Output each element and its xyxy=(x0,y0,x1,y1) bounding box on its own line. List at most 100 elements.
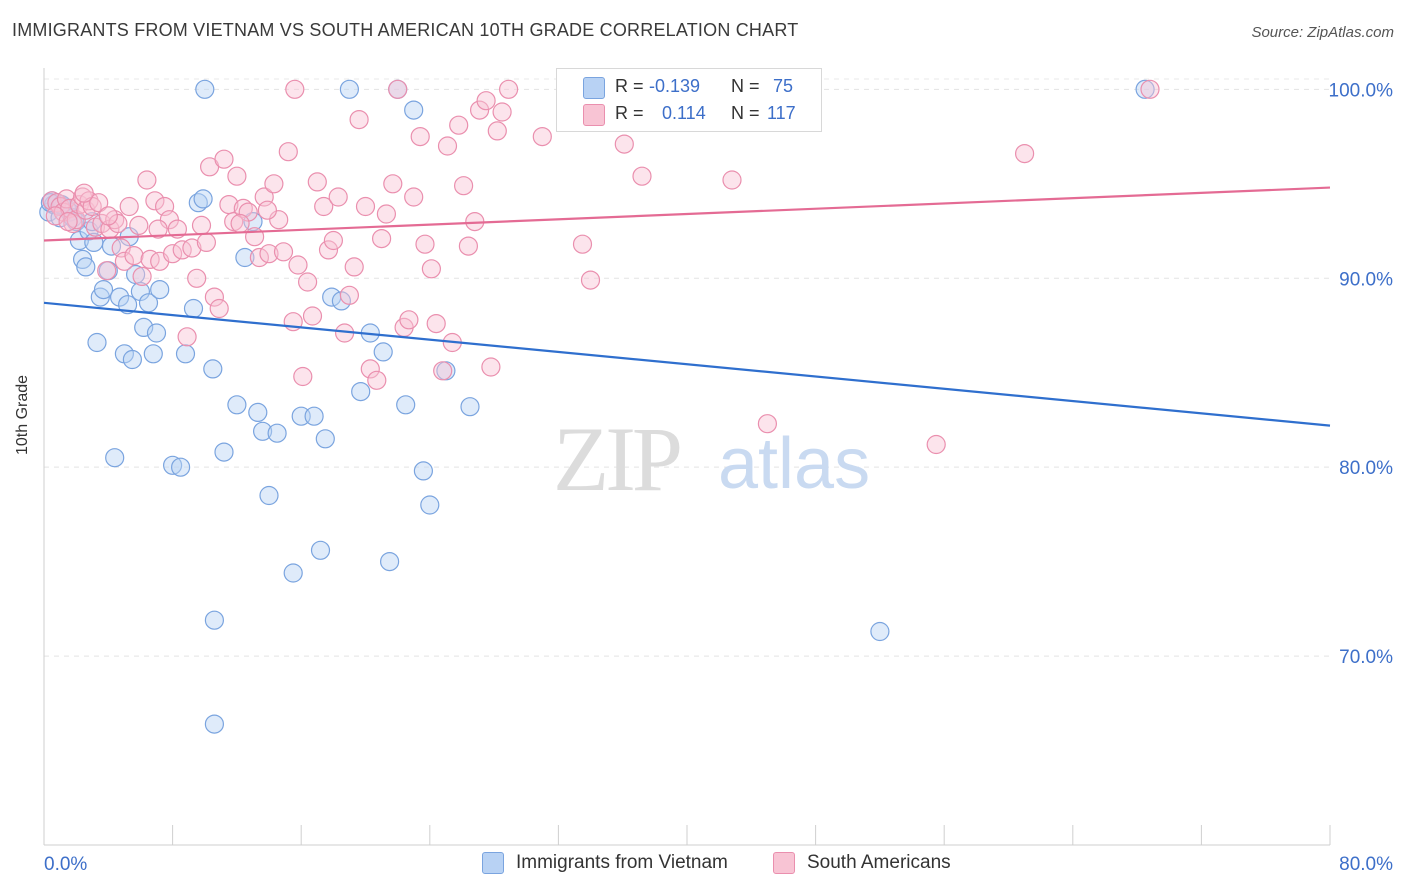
legend-swatch-vietnam xyxy=(583,77,605,99)
data-point-south-american xyxy=(227,166,247,186)
data-point-south-american xyxy=(114,251,135,271)
y-tick-label: 80.0% xyxy=(1339,458,1393,479)
data-point-south-american xyxy=(145,191,165,211)
data-point-vietnam xyxy=(227,395,247,415)
data-point-vietnam xyxy=(413,461,433,481)
data-point-south-american xyxy=(449,115,469,135)
data-point-south-american xyxy=(214,149,234,169)
data-point-vietnam xyxy=(93,280,114,300)
data-point-vietnam xyxy=(183,298,204,319)
data-point-south-american xyxy=(572,234,593,254)
data-point-vietnam xyxy=(380,551,400,572)
x-tick-label-max: 80.0% xyxy=(1339,854,1393,875)
data-point-south-american xyxy=(339,285,359,305)
data-point-south-american xyxy=(1014,144,1035,164)
data-point-south-american xyxy=(167,219,187,239)
data-point-south-american xyxy=(388,79,408,99)
data-point-south-american xyxy=(230,213,250,234)
data-point-south-american xyxy=(209,298,229,319)
legend-label-vietnam: Immigrants from Vietnam xyxy=(516,852,728,873)
data-point-south-american xyxy=(45,206,65,226)
data-point-south-american xyxy=(58,212,78,232)
legend-r-south-american: 0.114 xyxy=(662,103,706,123)
data-point-vietnam xyxy=(315,429,335,449)
data-point-south-american xyxy=(119,196,139,217)
data-point-south-american xyxy=(722,170,742,190)
data-point-south-american xyxy=(1140,79,1160,99)
data-point-vietnam xyxy=(143,344,163,364)
data-point-south-american xyxy=(172,240,192,260)
data-point-south-american xyxy=(344,257,364,277)
data-point-south-american xyxy=(355,196,376,217)
data-point-south-american xyxy=(249,247,269,268)
correlation-legend: R = -0.139 N = 75 R = 0.114 N = 117 xyxy=(556,68,822,132)
data-point-vietnam xyxy=(304,406,324,426)
data-point-south-american xyxy=(454,176,474,196)
watermark: ZIP atlas xyxy=(553,408,870,510)
x-tick-label-min: 0.0% xyxy=(44,854,87,875)
legend-swatch xyxy=(773,852,795,874)
data-point-south-american xyxy=(278,142,298,162)
data-point-south-american xyxy=(458,236,478,256)
data-point-south-american xyxy=(399,310,419,330)
legend-swatch xyxy=(482,852,504,874)
data-point-vietnam xyxy=(1135,79,1155,99)
data-point-south-american xyxy=(124,246,144,266)
data-point-south-american xyxy=(360,359,380,379)
data-point-south-american xyxy=(132,266,152,286)
data-point-south-american xyxy=(137,170,157,190)
data-point-vietnam xyxy=(351,382,371,402)
data-point-vietnam xyxy=(203,359,223,379)
data-point-south-american xyxy=(433,361,453,381)
data-point-south-american xyxy=(108,213,128,234)
data-point-south-american xyxy=(426,314,446,334)
data-point-vietnam xyxy=(404,100,424,120)
data-point-south-american xyxy=(632,166,652,186)
tick-labels: 70.0% 80.0% 90.0% 100.0% 0.0% 80.0% xyxy=(44,80,1393,875)
data-point-south-american xyxy=(288,255,308,275)
data-point-south-american xyxy=(307,172,327,192)
data-point-south-american xyxy=(926,434,946,455)
data-point-vietnam xyxy=(87,332,107,353)
data-point-vietnam xyxy=(420,495,440,515)
series-south-american-points xyxy=(42,79,1160,455)
data-point-vietnam xyxy=(146,323,167,343)
data-point-south-american xyxy=(367,370,387,390)
data-point-south-american xyxy=(532,127,552,147)
data-point-vietnam xyxy=(76,257,96,277)
data-point-vietnam xyxy=(283,563,303,583)
data-point-vietnam xyxy=(122,349,142,370)
data-point-south-american xyxy=(492,102,512,122)
series-vietnam-points xyxy=(39,79,1155,734)
data-point-south-american xyxy=(264,174,284,194)
data-point-south-american xyxy=(74,183,94,203)
legend-item-vietnam: Immigrants from Vietnam xyxy=(482,852,728,874)
data-point-south-american xyxy=(89,193,109,213)
data-point-vietnam xyxy=(253,421,273,441)
data-point-south-american xyxy=(140,249,160,269)
legend-n-label: N = xyxy=(731,76,760,96)
data-point-south-american xyxy=(580,270,601,290)
data-point-vietnam xyxy=(339,79,359,99)
legend-r-vietnam: -0.139 xyxy=(649,76,701,96)
data-point-south-american xyxy=(148,219,168,239)
data-point-south-american xyxy=(259,244,279,264)
legend-n-label: N = xyxy=(731,103,760,123)
trendline-vietnam xyxy=(43,301,1331,427)
trend-lines xyxy=(43,186,1331,427)
data-point-south-american xyxy=(257,200,277,220)
data-point-south-american xyxy=(415,234,435,254)
data-point-vietnam xyxy=(460,397,480,417)
data-point-south-american xyxy=(129,215,149,235)
legend-n-vietnam: 75 xyxy=(773,76,794,96)
data-point-south-american xyxy=(410,127,430,147)
data-point-south-american xyxy=(349,109,369,130)
data-point-south-american xyxy=(328,187,348,207)
data-point-vietnam xyxy=(171,457,191,477)
data-point-vietnam xyxy=(204,714,224,734)
data-point-south-american xyxy=(476,91,496,111)
y-tick-label: 90.0% xyxy=(1339,269,1393,290)
source-credit: Source: ZipAtlas.com xyxy=(1251,24,1394,41)
data-point-vietnam xyxy=(870,621,890,642)
